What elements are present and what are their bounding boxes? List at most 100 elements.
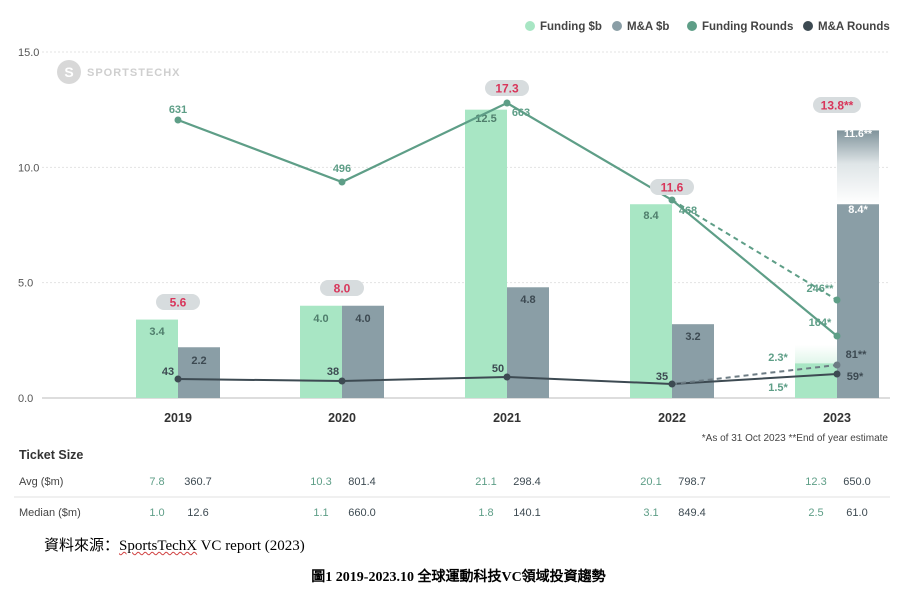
ma-rounds-label: 43: [162, 366, 174, 378]
ticket-ma-value: 798.7: [678, 476, 706, 488]
bar-funding: [465, 109, 507, 399]
ticket-size-title: Ticket Size: [19, 448, 83, 462]
x-tick-label: 2021: [493, 411, 521, 425]
bar-funding-small-label: 1.5*: [768, 382, 788, 394]
ticket-row-label: Avg ($m): [19, 476, 63, 488]
ticket-row-label: Median ($m): [19, 507, 81, 519]
watermark-icon: [57, 60, 81, 84]
point-ma-rounds: [503, 373, 511, 381]
funding-rounds-label: 164*: [809, 317, 832, 329]
bar-funding-label: 3.4: [149, 326, 165, 338]
bar-funding: [136, 319, 178, 398]
x-tick-label: 2022: [658, 411, 686, 425]
bar-ma-label: 4.8: [520, 294, 535, 306]
ma-rounds-label: 59*: [847, 371, 864, 383]
bar-funding: [630, 204, 672, 398]
bar-ma-label: 8.4*: [848, 204, 868, 216]
legend-label: M&A Rounds: [818, 21, 890, 33]
ticket-funding-value: 10.3: [310, 476, 331, 488]
funding-rounds-label: 663: [512, 107, 530, 119]
ticket-ma-value: 12.6: [187, 507, 208, 519]
ma-rounds-label: 35: [656, 371, 668, 383]
bar-ma-label: 3.2: [685, 331, 700, 343]
y-tick-label: 0.0: [18, 393, 33, 405]
point-ma-rounds: [668, 380, 676, 388]
ticket-ma-value: 660.0: [348, 507, 376, 519]
ticket-funding-value: 1.0: [149, 507, 164, 519]
bar-ma: [178, 347, 220, 398]
legend-label: Funding $b: [540, 21, 602, 33]
bar-ma-label: 4.0: [355, 313, 370, 325]
ma-rounds-label: 50: [492, 363, 504, 375]
ticket-funding-value: 1.1: [313, 507, 328, 519]
total-pill: [813, 97, 861, 113]
bar-ma: [507, 287, 549, 398]
total-pill-label: 13.8**: [821, 99, 854, 113]
line-ma-rounds-estimate: [671, 364, 838, 385]
total-pill: [650, 179, 694, 195]
total-pill: [485, 80, 529, 96]
ticket-ma-value: 61.0: [846, 507, 867, 519]
y-tick-label: 5.0: [18, 278, 33, 290]
total-pill-label: 5.6: [170, 296, 187, 310]
source-label: 資料來源：: [44, 538, 120, 554]
ma-rounds-estimate-label: 81**: [846, 349, 868, 361]
legend-marker: [612, 21, 622, 31]
source-rest: VC report (2023): [197, 538, 305, 554]
ticket-ma-value: 360.7: [184, 476, 212, 488]
figure-caption: 圖1 2019-2023.10 全球運動科技VC領域投資趨勢: [311, 570, 606, 585]
ma-rounds-label: 38: [327, 366, 339, 378]
ticket-funding-value: 3.1: [643, 507, 658, 519]
ticket-funding-value: 12.3: [805, 476, 826, 488]
bar-ma: [672, 324, 714, 398]
bar-funding: [300, 305, 342, 398]
ticket-funding-value: 1.8: [478, 507, 493, 519]
total-pill: [156, 294, 200, 310]
x-tick-label: 2023: [823, 411, 851, 425]
x-tick-label: 2019: [164, 411, 192, 425]
x-tick-label: 2020: [328, 411, 356, 425]
point-ma-rounds: [174, 375, 182, 383]
source-name: SportsTechX: [119, 538, 198, 554]
ticket-funding-value: 2.5: [808, 507, 823, 519]
funding-rounds-label: 468: [679, 205, 697, 217]
point-ma-rounds: [833, 370, 841, 378]
bar-funding-label: 4.0: [313, 313, 328, 325]
point-ma-rounds-estimate: [833, 361, 841, 369]
watermark-logo: [57, 60, 81, 84]
legend-label: M&A $b: [627, 21, 669, 33]
watermark-text: SPORTSTECHX: [87, 67, 181, 79]
y-tick-label: 10.0: [18, 162, 39, 174]
legend-marker: [525, 21, 535, 31]
legend-label: Funding Rounds: [702, 21, 793, 33]
source-note: 資料來源：SportsTechX VC report (2023): [44, 534, 305, 555]
total-pill-label: 8.0: [334, 282, 351, 296]
ticket-ma-value: 801.4: [348, 476, 376, 488]
bar-ma: [342, 305, 384, 398]
ticket-ma-value: 140.1: [513, 507, 541, 519]
bar-ma-estimate: [837, 130, 879, 205]
y-tick-label: 15.0: [18, 47, 39, 59]
total-pill: [320, 280, 364, 296]
point-ma-rounds: [338, 377, 346, 385]
total-pill-label: 11.6: [661, 181, 684, 195]
ticket-ma-value: 298.4: [513, 476, 541, 488]
ticket-funding-value: 21.1: [475, 476, 496, 488]
ticket-funding-value: 20.1: [640, 476, 661, 488]
point-funding-rounds-estimate: [833, 296, 841, 304]
ticket-funding-value: 7.8: [149, 476, 164, 488]
chart-svg: 0.0 5.0 10.0 15.0 S SPORTSTECHX Funding $b M&A …: [14, 21, 890, 519]
point-funding-rounds: [833, 332, 841, 340]
bar-ma: [837, 204, 879, 398]
bar-funding-label: 12.5: [475, 113, 496, 125]
funding-rounds-label: 631: [169, 104, 187, 116]
point-funding-rounds: [338, 178, 346, 186]
point-funding-rounds: [174, 116, 182, 124]
ticket-ma-value: 650.0: [843, 476, 871, 488]
footnote: *As of 31 Oct 2023 **End of year estimat…: [702, 433, 889, 444]
funding-rounds-label: 496: [333, 163, 351, 175]
bar-funding-label: 8.4: [643, 210, 659, 222]
bar-ma-estimate-label: 11.6**: [844, 128, 873, 140]
total-pill-label: 17.3: [495, 82, 519, 96]
